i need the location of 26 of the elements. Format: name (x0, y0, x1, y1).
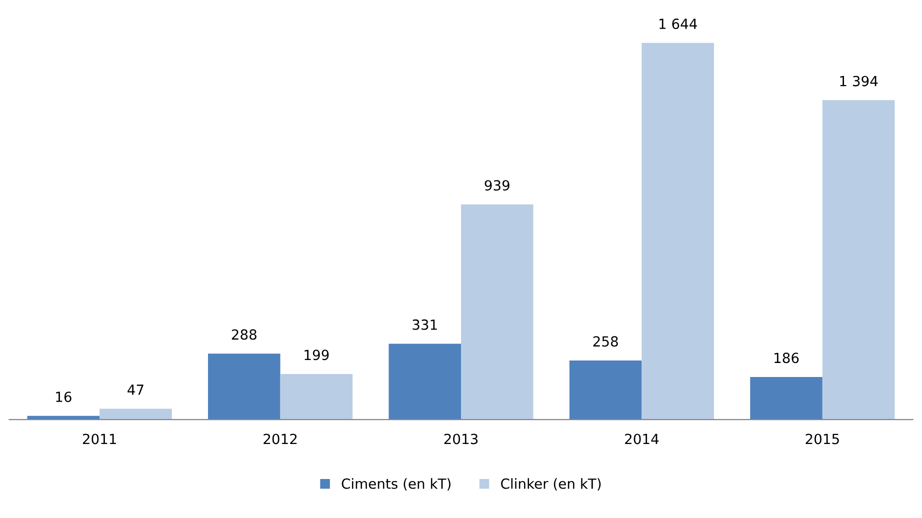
data-label: 199 (304, 350, 329, 360)
data-label: 939 (484, 180, 510, 191)
data-label: 331 (412, 319, 437, 330)
bar (750, 376, 822, 420)
data-label: 47 (128, 384, 144, 395)
data-label: 1 644 (660, 18, 697, 30)
x-tick-label: 2011 (82, 434, 116, 444)
bar (642, 42, 714, 420)
bar (280, 374, 353, 420)
data-label: 258 (593, 336, 618, 347)
bar (388, 344, 461, 420)
legend-label: Clinker (en kT) (501, 478, 601, 491)
bar (822, 100, 895, 420)
x-tick-label: 2014 (625, 434, 659, 444)
data-label: 288 (232, 329, 256, 340)
legend-label: Ciments (en kT) (342, 478, 450, 491)
bar (461, 204, 534, 420)
bar (208, 354, 280, 420)
data-label: 186 (774, 352, 799, 364)
data-label: 1 394 (840, 76, 878, 86)
x-tick-label: 2013 (444, 434, 478, 444)
bar (100, 408, 172, 420)
bar (569, 360, 642, 420)
data-label: 16 (56, 392, 72, 402)
x-tick-label: 2012 (264, 434, 297, 444)
x-tick-label: 2015 (806, 434, 839, 444)
